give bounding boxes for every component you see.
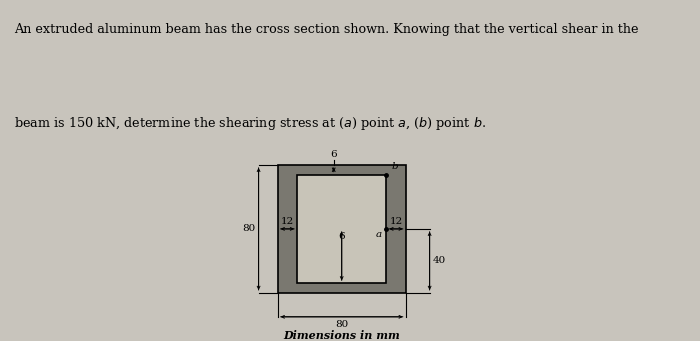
Text: 80: 80 <box>242 224 256 233</box>
Text: An extruded aluminum beam has the cross section shown. Knowing that the vertical: An extruded aluminum beam has the cross … <box>14 23 638 36</box>
Text: 12: 12 <box>389 217 402 226</box>
Text: b: b <box>391 162 398 171</box>
Text: Dimensions in mm: Dimensions in mm <box>284 330 400 341</box>
Bar <box>297 175 386 283</box>
Text: 40: 40 <box>433 256 446 265</box>
Text: beam is 150 kN, determine the shearing stress at ($a$) point $a$, ($b$) point $b: beam is 150 kN, determine the shearing s… <box>14 115 486 132</box>
Text: 80: 80 <box>335 320 349 329</box>
Text: a: a <box>375 231 382 239</box>
Bar <box>278 165 405 293</box>
Text: 12: 12 <box>281 217 294 226</box>
Text: 6: 6 <box>330 150 337 159</box>
Text: 6: 6 <box>338 232 345 241</box>
Text: beam is 150 kN, determine the shearing stress at (: beam is 150 kN, determine the shearing s… <box>0 340 1 341</box>
